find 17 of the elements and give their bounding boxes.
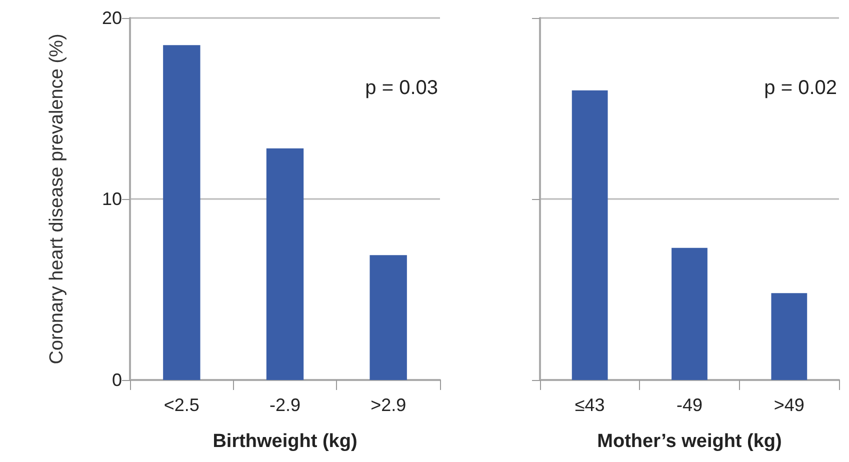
bar [370, 255, 407, 380]
annotation: p = 0.03 [365, 77, 438, 99]
y-tick-label: 20 [102, 8, 122, 28]
y-axis-title: Coronary heart disease prevalence (%) [46, 34, 68, 364]
x-tick-label: <2.5 [164, 395, 200, 415]
x-tick-label: -2.9 [269, 395, 301, 415]
x-axis-title: Mother’s weight (kg) [597, 431, 782, 452]
y-tick-label: 10 [102, 189, 122, 209]
x-tick-label: ≤43 [574, 395, 605, 415]
annotation: p = 0.02 [764, 77, 837, 99]
y-tick-label: 0 [112, 370, 122, 390]
bar [163, 45, 200, 380]
x-tick-label: >2.9 [370, 395, 406, 415]
bar [266, 148, 304, 380]
x-tick-label: -49 [676, 395, 703, 415]
x-tick-label: >49 [774, 395, 804, 415]
x-axis-title: Birthweight (kg) [212, 431, 358, 452]
